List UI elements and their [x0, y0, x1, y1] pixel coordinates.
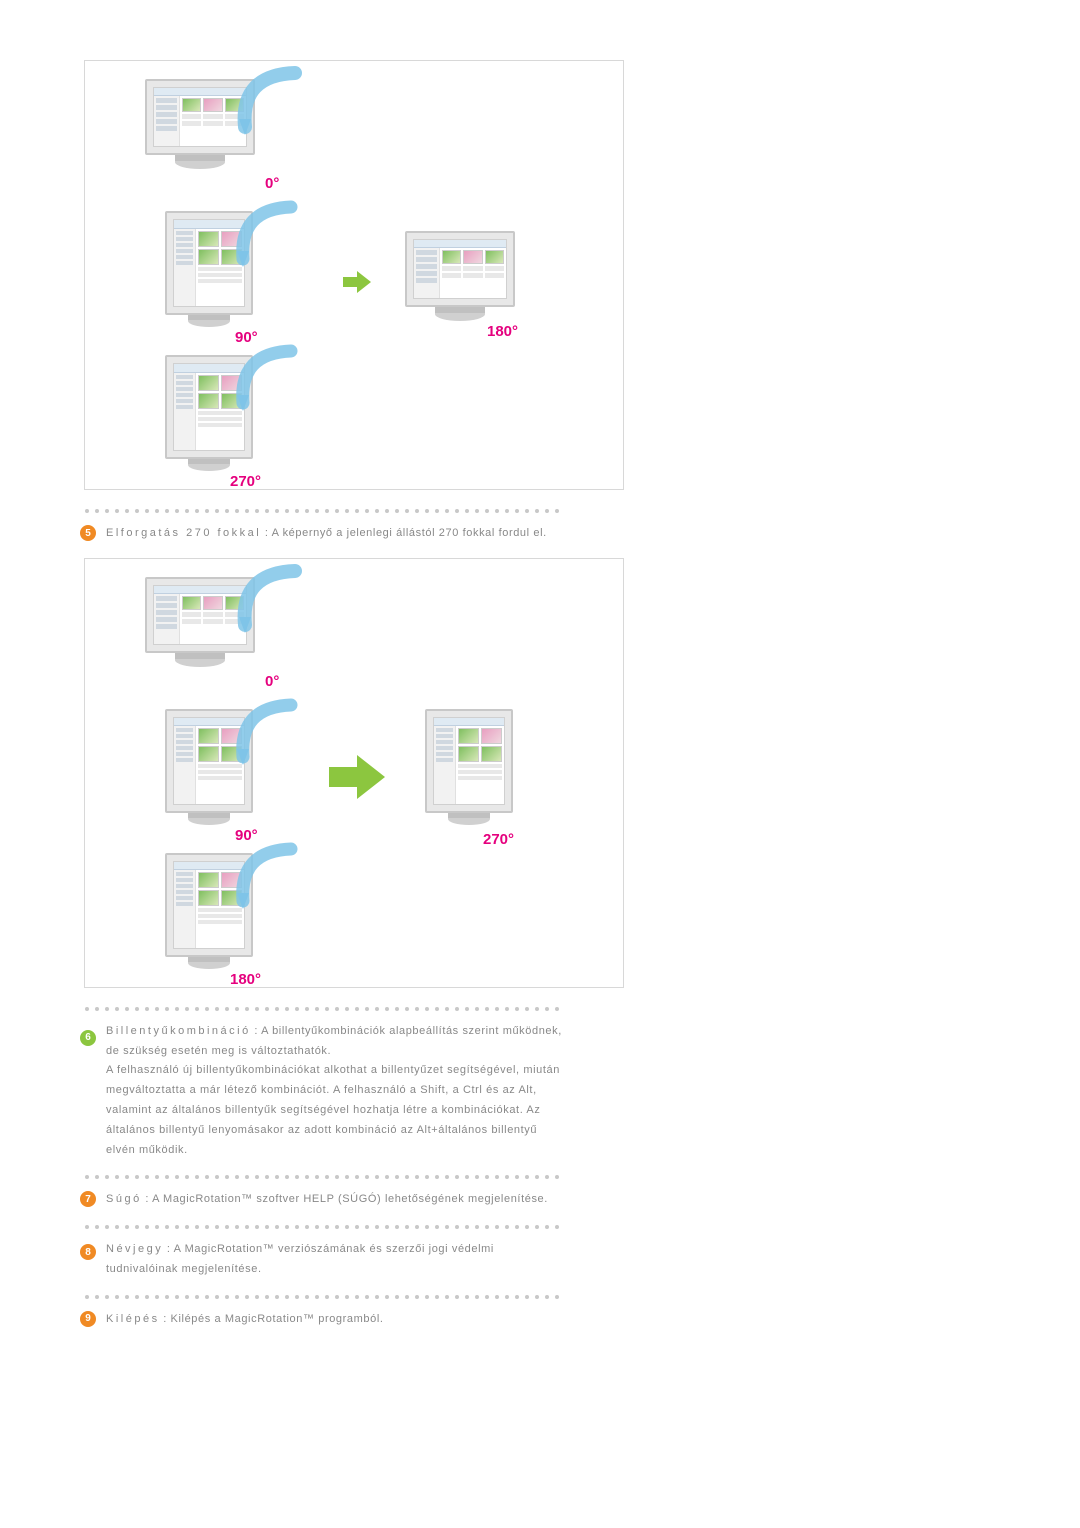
badge-number: 8 [80, 1244, 96, 1260]
monitor-result-270 [425, 709, 513, 827]
monitor-step-270 [165, 355, 253, 473]
list-item-5: 5 Elforgatás 270 fokkal : A képernyő a j… [80, 524, 1000, 544]
divider-dotted [84, 1294, 564, 1304]
degree-label: 270° [230, 473, 261, 490]
item-text: Súgó : A MagicRotation™ szoftver HELP (S… [106, 1190, 548, 1210]
monitor-step-0 [145, 79, 255, 175]
monitor-step-90 [165, 709, 253, 827]
monitor-step-180 [165, 853, 253, 971]
list-item-6: 6 Billentyűkombináció : A billentyűkombi… [80, 1022, 1000, 1161]
rotation-diagram-270: 0° 90° 180° 270° [84, 558, 624, 988]
divider-dotted [84, 1224, 564, 1234]
item-text: Billentyűkombináció : A billentyűkombiná… [106, 1022, 566, 1161]
arrow-right-icon [343, 271, 371, 293]
list-item-9: 9 Kilépés : Kilépés a MagicRotation™ pro… [80, 1310, 1000, 1330]
list-item-7: 7 Súgó : A MagicRotation™ szoftver HELP … [80, 1190, 1000, 1210]
item-text: Névjegy : A MagicRotation™ verziószámána… [106, 1240, 566, 1280]
badge-number: 9 [80, 1311, 96, 1327]
divider-dotted [84, 1174, 564, 1184]
badge-number: 5 [80, 525, 96, 541]
degree-label: 180° [487, 323, 518, 340]
degree-label: 0° [265, 673, 279, 690]
degree-label: 180° [230, 971, 261, 988]
degree-label: 90° [235, 329, 258, 346]
rotation-diagram-180: 0° 90° 270° 180° [84, 60, 624, 490]
degree-label: 90° [235, 827, 258, 844]
divider-dotted [84, 1006, 564, 1016]
degree-label: 0° [265, 175, 279, 192]
arrow-right-icon [329, 755, 385, 799]
item-text: Elforgatás 270 fokkal : A képernyő a jel… [106, 524, 547, 544]
monitor-step-90 [165, 211, 253, 329]
monitor-step-0 [145, 577, 255, 673]
monitor-result-180 [405, 231, 515, 327]
badge-number: 7 [80, 1191, 96, 1207]
list-item-8: 8 Névjegy : A MagicRotation™ verziószámá… [80, 1240, 1000, 1280]
item-text: Kilépés : Kilépés a MagicRotation™ progr… [106, 1310, 384, 1330]
degree-label: 270° [483, 831, 514, 848]
divider-dotted [84, 508, 564, 518]
badge-number: 6 [80, 1030, 96, 1046]
